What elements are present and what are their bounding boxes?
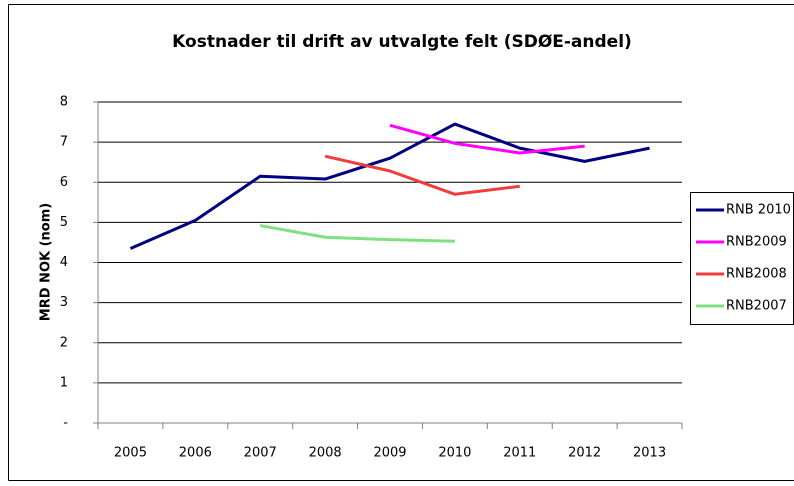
- x-tick-label: 2010: [438, 446, 471, 461]
- x-tick-label: 2013: [633, 446, 666, 461]
- y-tick-label: 3: [60, 295, 68, 310]
- legend-box: [690, 192, 794, 325]
- legend-label: RNB 2010: [726, 203, 791, 218]
- x-tick-label: 2005: [114, 446, 147, 461]
- y-tick-label: 1: [60, 375, 68, 390]
- x-tick-label: 2008: [309, 446, 342, 461]
- x-tick-label: 2006: [179, 446, 212, 461]
- y-tick-label: -: [63, 416, 68, 431]
- series-line: [129, 122, 650, 250]
- x-tick-label: 2009: [373, 446, 406, 461]
- legend-label: RNB2008: [726, 267, 787, 282]
- legend-label: RNB2007: [726, 299, 787, 314]
- series-line: [389, 123, 585, 155]
- y-tick-label: 5: [60, 215, 68, 230]
- x-tick-label: 2012: [568, 446, 601, 461]
- chart-title: Kostnader til drift av utvalgte felt (SD…: [172, 32, 632, 52]
- legend-label: RNB2009: [726, 235, 787, 250]
- series-line: [324, 154, 520, 196]
- y-axis-label: MRD NOK (nom): [39, 203, 54, 321]
- x-tick-label: 2007: [244, 446, 277, 461]
- y-tick-label: 4: [60, 255, 68, 270]
- y-tick-label: 6: [60, 175, 68, 190]
- y-tick-label: 7: [60, 135, 68, 150]
- x-tick-label: 2011: [503, 446, 536, 461]
- y-tick-label: 8: [60, 95, 68, 110]
- series-line: [259, 224, 455, 243]
- y-tick-label: 2: [60, 335, 68, 350]
